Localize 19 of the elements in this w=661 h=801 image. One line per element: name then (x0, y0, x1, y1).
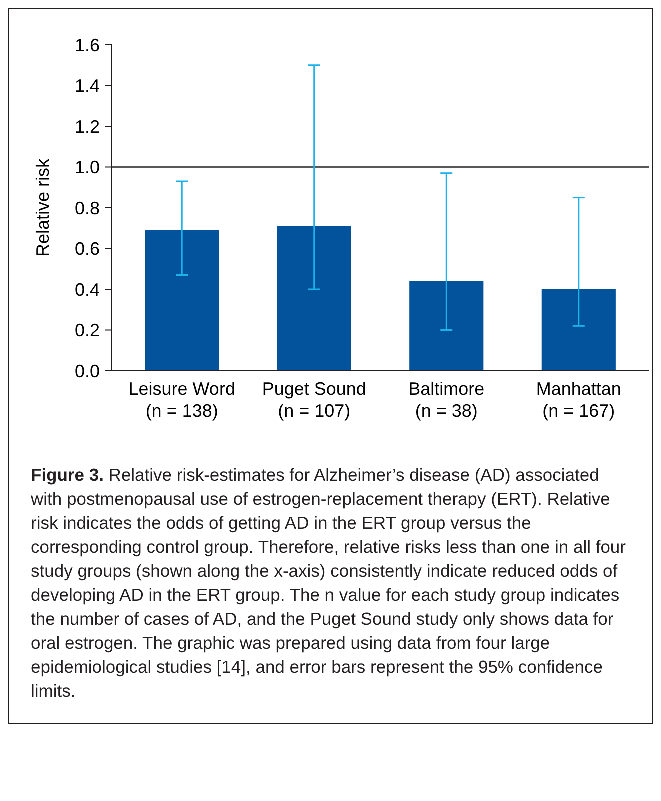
x-tick-label: Leisure Word (n = 138) (128, 379, 236, 421)
y-tick-label: 1.2 (74, 116, 100, 137)
y-axis-title: Relative risk (33, 158, 53, 258)
x-tick-label: Baltimore (n = 38) (408, 379, 485, 421)
bar (145, 230, 220, 371)
x-tick-label: Manhattan (n = 167) (536, 379, 622, 421)
bar (277, 226, 352, 371)
y-tick-label: 1.4 (74, 76, 100, 96)
bar (542, 290, 616, 371)
y-tick-label: 0.8 (74, 198, 100, 218)
y-tick-label: 1.0 (74, 158, 100, 178)
y-tick-label: 0.4 (74, 280, 100, 300)
x-tick-label: Puget Sound (n = 107) (262, 379, 366, 421)
y-tick-label: 1.6 (74, 35, 100, 56)
y-tick-label: 0.6 (74, 239, 100, 260)
bar (410, 281, 484, 371)
text: Figure 3. Relative risk-estimates for Alzheimer’s disease (AD) associated with postmenopausal use of estrogen-replacement therapy (ERT). Relative risk indicates the odds of getting AD in the ERT group versus the corresponding control group. Therefore, relative risks less than one in all four study groups (shown along the x-axis) consistently indicate reduced odds of developing AD in the ERT group. The n value for each study group indicates the number of cases of AD, and the Puget Sound study only shows data for oral estrogen. The graphic was prepared using data from four large epidemiological studies [14], and error bars represent the 95% confidence limits. (31, 465, 626, 701)
y-tick-label: 0.2 (74, 320, 100, 341)
y-tick-label: 0.0 (74, 361, 100, 382)
